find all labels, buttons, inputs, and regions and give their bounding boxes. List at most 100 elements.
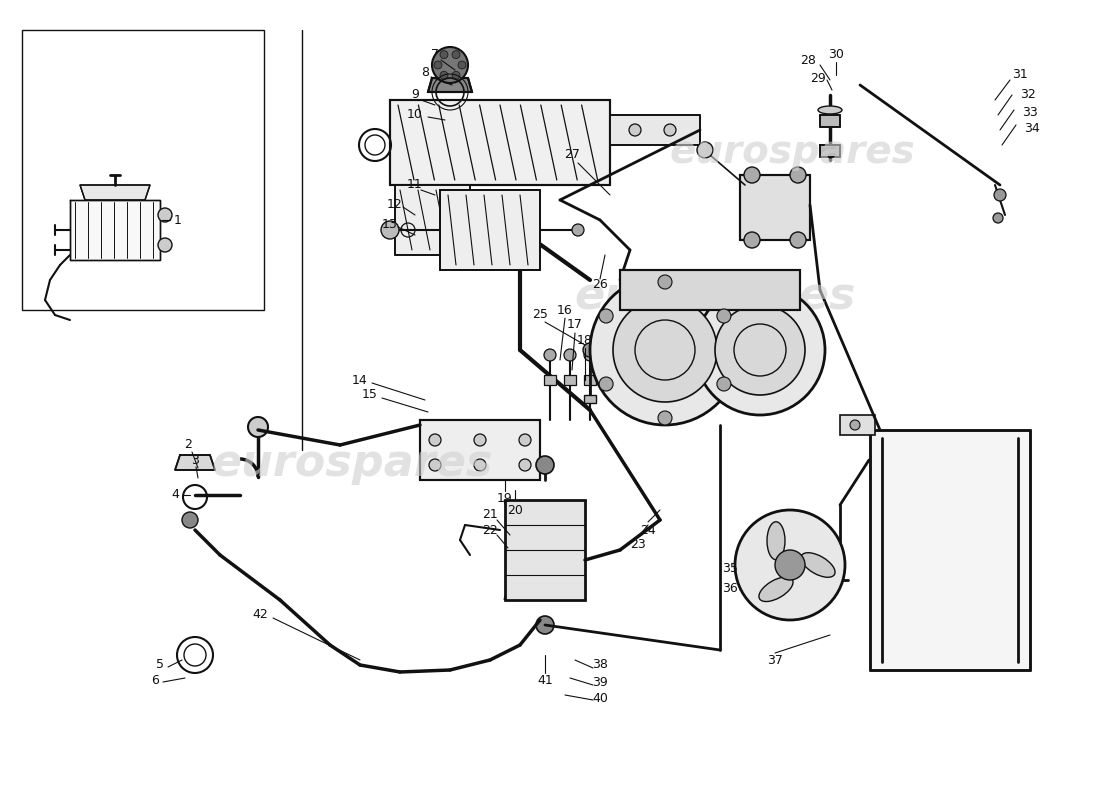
- Text: 3: 3: [191, 454, 199, 466]
- Circle shape: [434, 61, 442, 69]
- Circle shape: [544, 349, 556, 361]
- Polygon shape: [440, 190, 540, 270]
- Text: 34: 34: [1024, 122, 1040, 134]
- Circle shape: [613, 298, 717, 402]
- Circle shape: [182, 512, 198, 528]
- Text: eurospares: eurospares: [211, 442, 493, 486]
- Circle shape: [600, 309, 613, 323]
- Circle shape: [429, 459, 441, 471]
- Circle shape: [715, 305, 805, 395]
- Circle shape: [519, 434, 531, 446]
- Text: 36: 36: [722, 582, 738, 594]
- Text: 40: 40: [592, 693, 608, 706]
- Text: 41: 41: [537, 674, 553, 686]
- Bar: [544, 375, 556, 385]
- Bar: [584, 395, 596, 403]
- Text: 37: 37: [767, 654, 783, 666]
- Circle shape: [572, 224, 584, 236]
- Circle shape: [629, 124, 641, 136]
- Polygon shape: [420, 420, 540, 480]
- Text: 22: 22: [482, 523, 498, 537]
- Circle shape: [744, 232, 760, 248]
- Circle shape: [583, 343, 597, 357]
- Polygon shape: [610, 115, 700, 145]
- Text: 25: 25: [532, 309, 548, 322]
- Text: 9: 9: [411, 89, 419, 102]
- Circle shape: [994, 189, 1006, 201]
- Ellipse shape: [759, 577, 793, 602]
- Text: 38: 38: [592, 658, 608, 671]
- Circle shape: [695, 285, 825, 415]
- Circle shape: [776, 550, 805, 580]
- Text: 21: 21: [482, 509, 498, 522]
- Text: 18: 18: [578, 334, 593, 346]
- Circle shape: [717, 377, 730, 391]
- Bar: [564, 375, 576, 385]
- Text: 20: 20: [507, 503, 522, 517]
- Bar: [840, 415, 874, 435]
- Polygon shape: [395, 185, 470, 255]
- Polygon shape: [80, 185, 150, 200]
- Circle shape: [584, 349, 596, 361]
- Text: eurospares: eurospares: [669, 133, 915, 171]
- Bar: [584, 375, 596, 385]
- Circle shape: [590, 275, 740, 425]
- Polygon shape: [428, 78, 472, 92]
- Circle shape: [697, 142, 713, 158]
- Ellipse shape: [801, 553, 835, 578]
- Text: 17: 17: [568, 318, 583, 331]
- Circle shape: [158, 238, 172, 252]
- Circle shape: [658, 411, 672, 425]
- Polygon shape: [390, 100, 611, 185]
- Text: 6: 6: [151, 674, 158, 686]
- Text: 10: 10: [407, 109, 422, 122]
- Polygon shape: [740, 175, 810, 240]
- Circle shape: [536, 456, 554, 474]
- Circle shape: [664, 124, 676, 136]
- Text: 19: 19: [497, 491, 513, 505]
- Circle shape: [850, 420, 860, 430]
- Text: 7: 7: [431, 49, 439, 62]
- Text: 16: 16: [557, 303, 573, 317]
- Text: 39: 39: [592, 675, 608, 689]
- Text: 4: 4: [172, 489, 179, 502]
- Circle shape: [381, 221, 399, 239]
- Circle shape: [519, 459, 531, 471]
- Text: eurospares: eurospares: [574, 274, 856, 318]
- Bar: [22, 30, 264, 310]
- Circle shape: [993, 213, 1003, 223]
- Text: 28: 28: [800, 54, 816, 66]
- Circle shape: [474, 434, 486, 446]
- Text: 2: 2: [184, 438, 191, 451]
- Text: 29: 29: [810, 71, 826, 85]
- Text: 35: 35: [722, 562, 738, 574]
- Text: 32: 32: [1020, 89, 1036, 102]
- Polygon shape: [820, 145, 840, 157]
- Circle shape: [744, 167, 760, 183]
- Circle shape: [536, 616, 554, 634]
- Polygon shape: [620, 270, 800, 310]
- Circle shape: [658, 275, 672, 289]
- Text: 26: 26: [592, 278, 608, 291]
- Ellipse shape: [818, 106, 842, 114]
- Circle shape: [458, 61, 466, 69]
- Text: 33: 33: [1022, 106, 1038, 118]
- Circle shape: [717, 309, 730, 323]
- Circle shape: [735, 510, 845, 620]
- Text: 8: 8: [421, 66, 429, 78]
- Circle shape: [452, 71, 460, 79]
- Text: 1: 1: [174, 214, 182, 226]
- Text: 13: 13: [382, 218, 398, 231]
- Text: 23: 23: [630, 538, 646, 551]
- Circle shape: [564, 349, 576, 361]
- Text: 5: 5: [156, 658, 164, 671]
- Text: 14: 14: [352, 374, 367, 386]
- Circle shape: [429, 434, 441, 446]
- Circle shape: [432, 47, 468, 83]
- Text: 15: 15: [362, 389, 378, 402]
- Text: 27: 27: [564, 149, 580, 162]
- Text: 12: 12: [387, 198, 403, 211]
- Circle shape: [790, 232, 806, 248]
- Polygon shape: [175, 455, 214, 470]
- Circle shape: [440, 71, 448, 79]
